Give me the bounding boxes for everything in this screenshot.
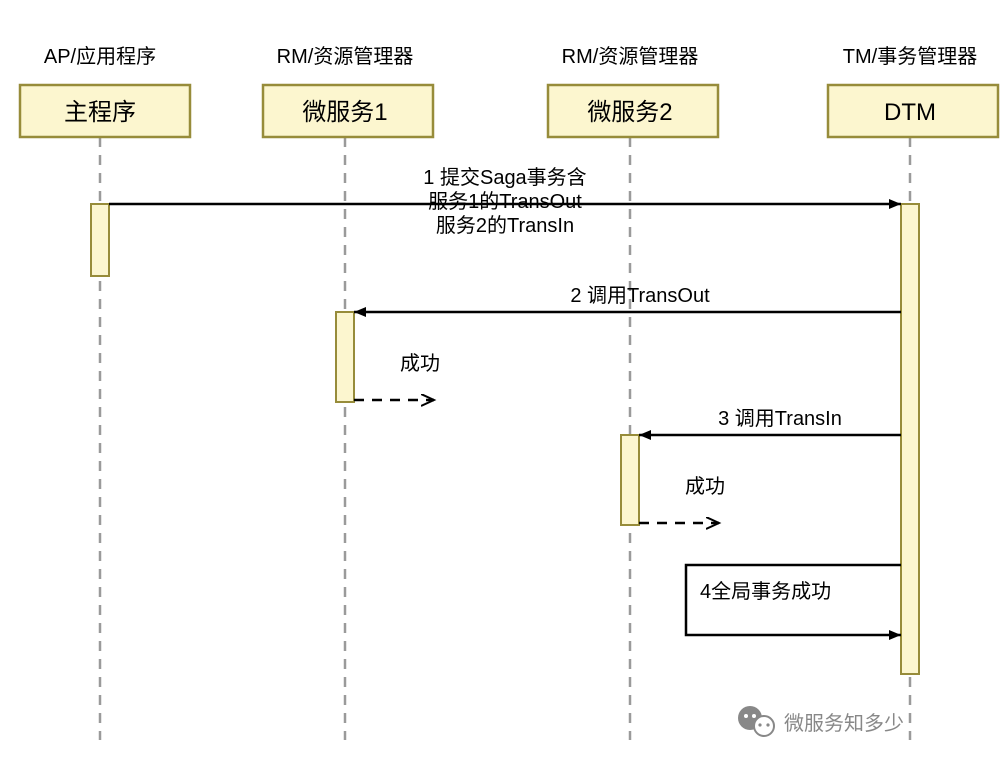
role-label-rm1: RM/资源管理器 — [277, 45, 414, 68]
participant-label-tm: DTM — [884, 99, 936, 126]
message-label-m4-0: 4全局事务成功 — [700, 580, 831, 603]
message-label-m2r-0: 成功 — [400, 352, 440, 375]
message-label-m3-0: 3 调用TransIn — [718, 407, 842, 430]
activation-rm1-2 — [336, 312, 354, 402]
message-label-m3r-0: 成功 — [685, 475, 725, 498]
participant-label-rm2: 微服务2 — [587, 99, 672, 126]
activation-tm-1 — [901, 204, 919, 674]
message-label-m1-2: 服务2的TransIn — [436, 214, 574, 237]
activation-rm2-3 — [621, 435, 639, 525]
role-label-tm: TM/事务管理器 — [843, 45, 977, 68]
sequence-diagram: AP/应用程序主程序 RM/资源管理器微服务1 RM/资源管理器微服务2 TM/事务管… — [0, 0, 1002, 769]
message-label-m2-0: 2 调用TransOut — [570, 284, 710, 307]
participant-label-rm1: 微服务1 — [302, 99, 387, 126]
message-label-m1-1: 服务1的TransOut — [428, 190, 582, 213]
role-label-ap: AP/应用程序 — [44, 45, 156, 68]
activation-ap-0 — [91, 204, 109, 276]
participant-label-ap: 主程序 — [64, 99, 136, 126]
watermark-text: 微服务知多少 — [784, 712, 904, 735]
role-label-rm2: RM/资源管理器 — [562, 45, 699, 68]
message-label-m1-0: 1 提交Saga事务含 — [423, 166, 586, 189]
